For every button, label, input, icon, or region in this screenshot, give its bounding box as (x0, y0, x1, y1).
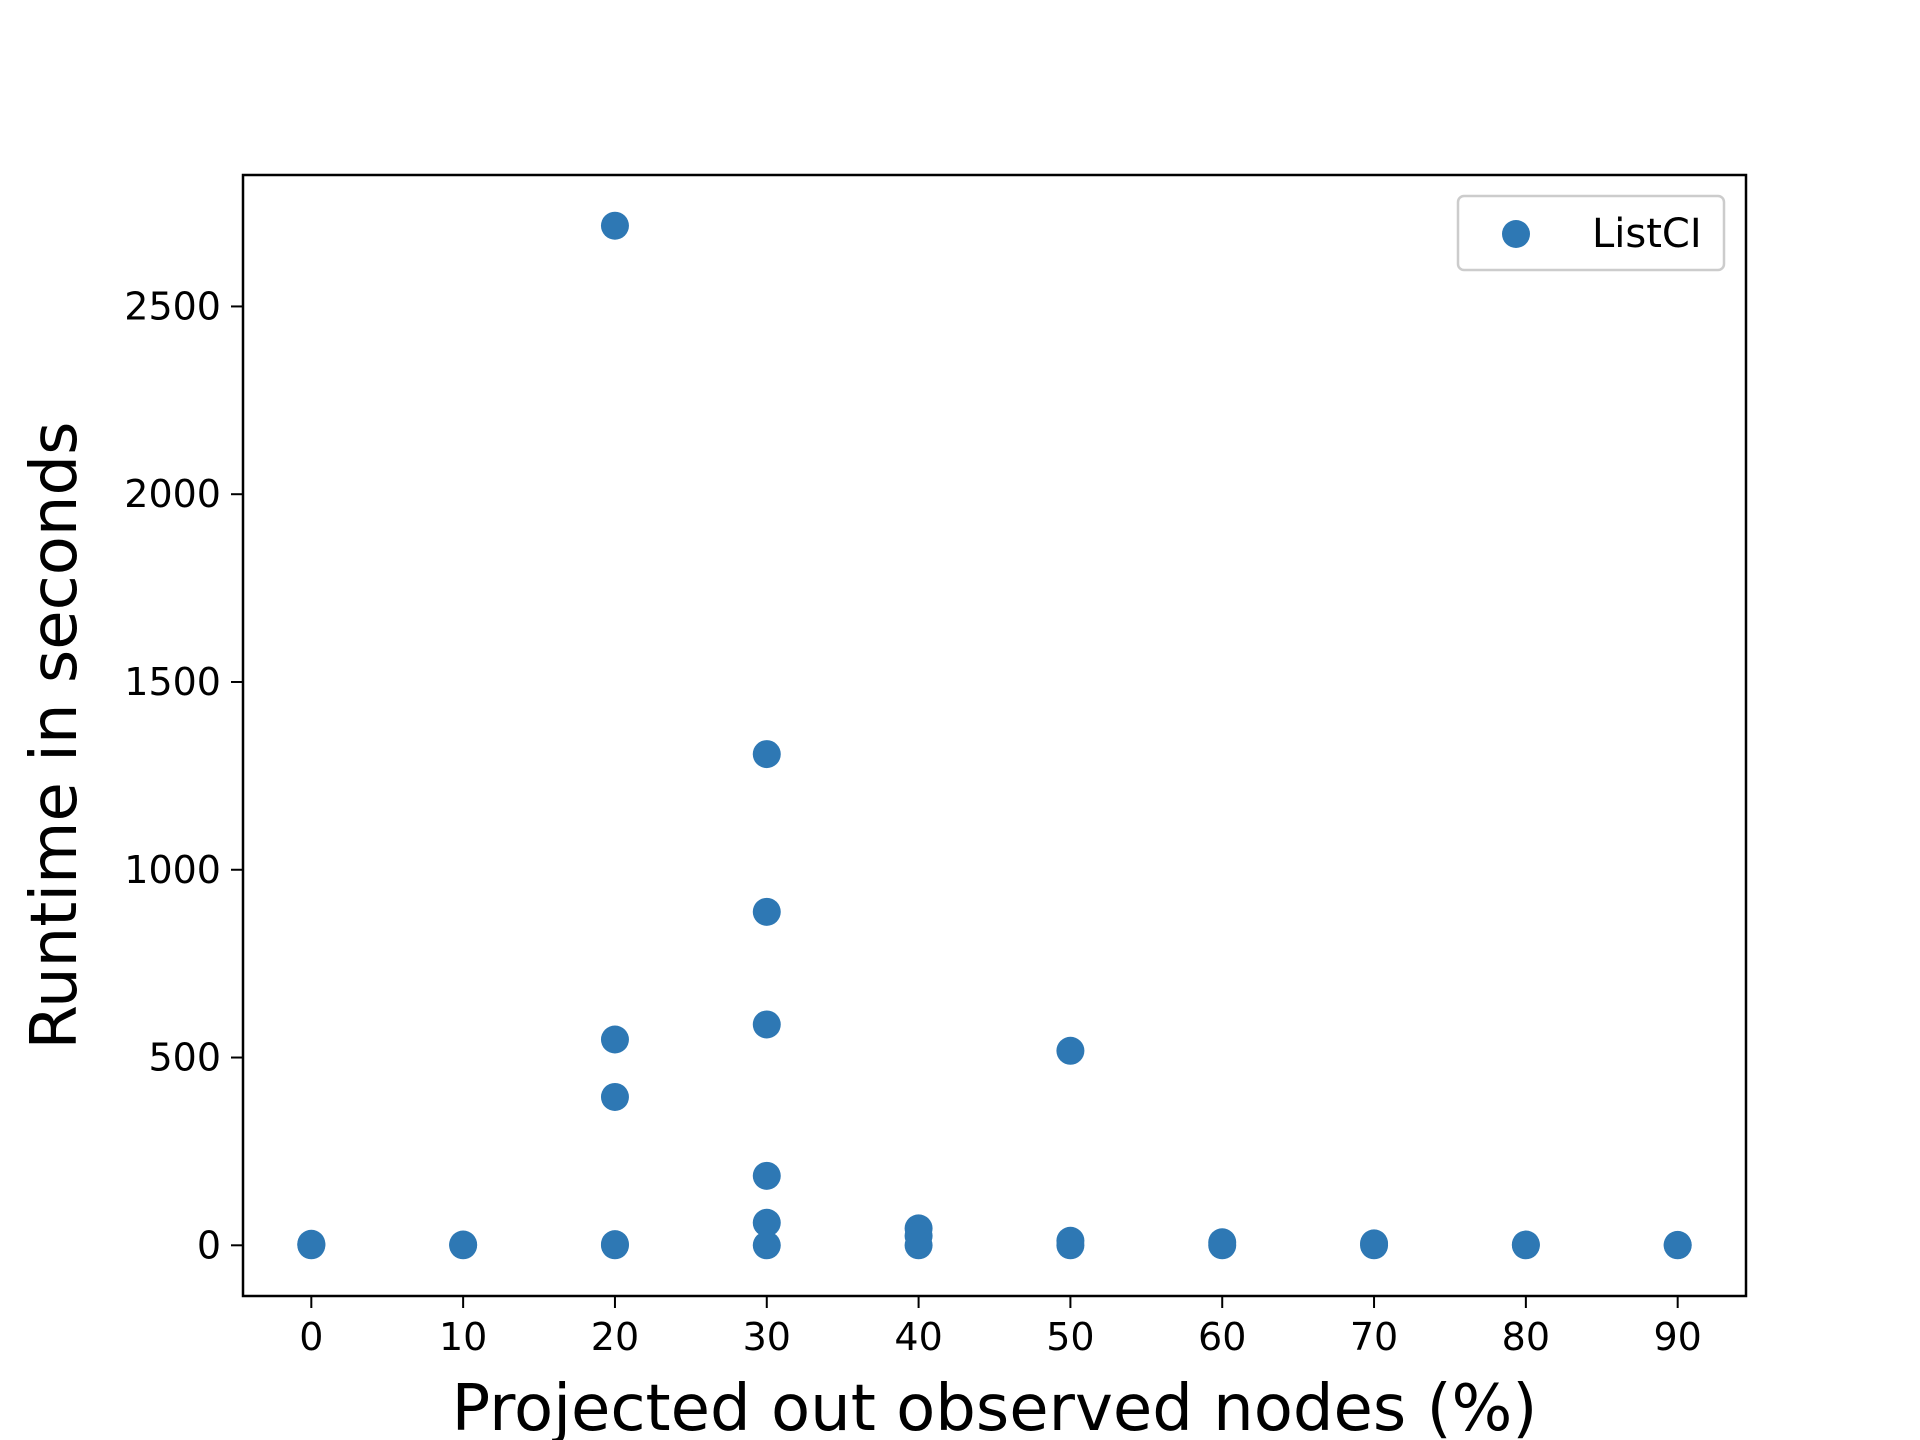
data-point (600, 211, 629, 240)
y-tick-label: 1000 (124, 848, 221, 892)
x-axis: 0 10 20 30 40 50 60 70 80 90 (299, 1296, 1702, 1359)
y-tick-label: 0 (197, 1223, 221, 1267)
legend: ListCI (1456, 194, 1726, 272)
y-tick-label: 1500 (124, 660, 221, 704)
data-point (752, 1010, 781, 1039)
data-point (752, 1208, 781, 1237)
data-point (1663, 1231, 1692, 1260)
x-tick-label: 70 (1350, 1315, 1398, 1359)
legend-marker (1502, 220, 1530, 248)
y-tick-label: 500 (148, 1036, 221, 1080)
x-tick-label: 80 (1502, 1315, 1550, 1359)
y-tick-label: 2500 (124, 284, 221, 328)
data-point (904, 1231, 933, 1260)
legend-box (1456, 194, 1726, 272)
x-axis-label: Projected out observed nodes (%) (452, 1372, 1538, 1440)
y-tick-label: 2000 (124, 472, 221, 516)
data-point (600, 1082, 629, 1111)
x-tick-label: 90 (1654, 1315, 1702, 1359)
x-tick-label: 20 (591, 1315, 639, 1359)
data-point (600, 1025, 629, 1054)
data-point (1208, 1231, 1237, 1260)
x-tick-label: 50 (1046, 1315, 1094, 1359)
data-point (1056, 1231, 1085, 1260)
x-tick-label: 40 (894, 1315, 942, 1359)
data-point (297, 1229, 326, 1258)
y-axis-label: Runtime in seconds (18, 422, 92, 1050)
plot-frame (241, 173, 1748, 1298)
x-tick-label: 10 (439, 1315, 487, 1359)
x-tick-label: 30 (743, 1315, 791, 1359)
data-point (600, 1230, 629, 1259)
points-layer (297, 211, 1692, 1260)
data-point (752, 897, 781, 926)
y-axis: 0 500 1000 1500 2000 2500 (124, 284, 243, 1267)
data-point (449, 1230, 478, 1259)
data-point (752, 1231, 781, 1260)
data-point (1056, 1036, 1085, 1065)
data-point (1360, 1231, 1389, 1260)
data-point (1511, 1231, 1540, 1260)
data-point (752, 740, 781, 769)
x-tick-label: 60 (1198, 1315, 1246, 1359)
x-tick-label: 0 (299, 1315, 323, 1359)
legend-label: ListCI (1592, 211, 1702, 257)
data-point (752, 1161, 781, 1190)
